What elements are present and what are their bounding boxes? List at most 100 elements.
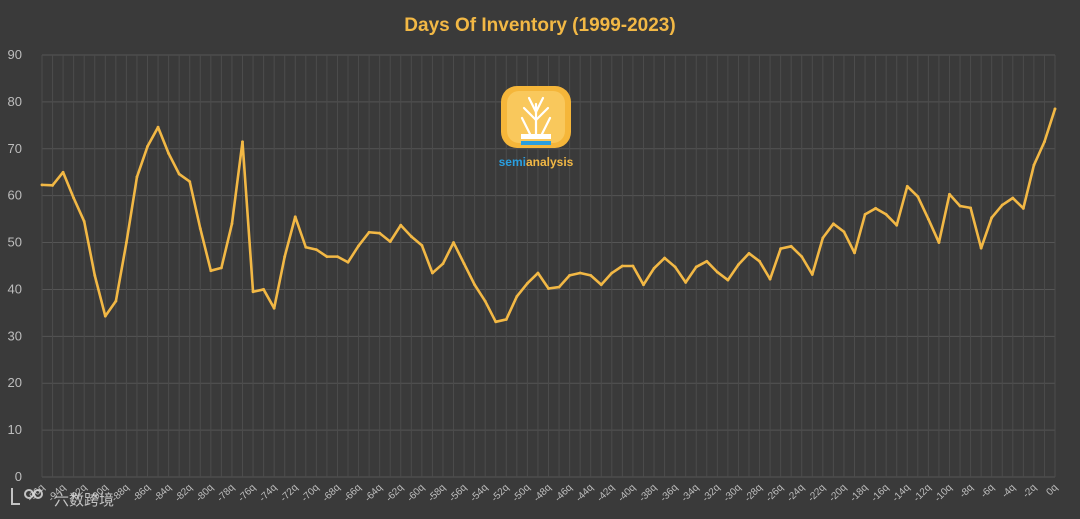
x-tick-label: -30q <box>722 482 744 504</box>
data-point <box>177 172 181 176</box>
data-point <box>1043 140 1046 144</box>
data-point <box>314 248 318 251</box>
data-point <box>620 264 624 268</box>
data-point <box>652 266 656 270</box>
x-tick-label: -46q <box>553 482 575 504</box>
y-tick-label: 20 <box>8 375 22 390</box>
x-tick-label: -64q <box>363 482 385 504</box>
data-point <box>884 213 888 216</box>
x-tick-label: -38q <box>637 482 659 504</box>
x-tick-label: -52q <box>489 482 511 504</box>
data-point <box>568 273 572 277</box>
data-point <box>283 255 287 259</box>
data-point <box>325 255 329 259</box>
data-point <box>504 318 508 321</box>
series-layer <box>40 107 1057 324</box>
data-point <box>779 247 783 251</box>
x-axis-ticks: -96q -94q -92q -90q -88q -86q -84q -82q -80q -78q… <box>25 482 1060 504</box>
x-tick-label: -2q <box>1021 482 1039 500</box>
data-point <box>684 281 688 284</box>
data-point <box>589 273 593 277</box>
data-point <box>990 216 994 220</box>
data-point <box>378 231 382 235</box>
x-tick-label: -4q <box>1000 482 1018 500</box>
x-tick-label: -12q <box>912 482 934 504</box>
data-point <box>958 204 962 208</box>
data-point <box>937 241 941 244</box>
logo-wordmark: semianalysis <box>499 155 574 169</box>
data-point <box>473 283 477 287</box>
data-point <box>40 183 44 187</box>
data-point <box>800 255 804 259</box>
data-point <box>821 236 825 240</box>
data-point <box>768 277 772 281</box>
data-point <box>1000 203 1004 207</box>
x-tick-label: -18q <box>848 482 870 504</box>
data-point <box>926 217 930 221</box>
data-point <box>51 183 54 187</box>
data-point <box>82 220 86 223</box>
data-point <box>715 270 719 274</box>
x-tick-label: -10q <box>933 482 955 504</box>
y-tick-label: 80 <box>8 94 22 109</box>
x-tick-label: -96q <box>25 482 47 504</box>
data-point <box>72 196 76 200</box>
data-point <box>462 262 466 266</box>
data-point <box>357 244 360 248</box>
data-point <box>219 266 223 270</box>
data-point <box>346 260 350 264</box>
data-point <box>525 281 529 285</box>
watermark-logo-icon <box>11 488 43 505</box>
x-tick-label: -70q <box>300 482 322 504</box>
y-tick-label: 60 <box>8 188 22 203</box>
x-tick-label: -72q <box>278 482 300 504</box>
data-point <box>167 152 171 155</box>
data-point <box>832 222 835 226</box>
data-point <box>895 223 899 227</box>
data-point <box>146 145 149 148</box>
x-tick-label: -6q <box>979 482 997 500</box>
x-tick-label: -34q <box>679 482 701 504</box>
data-point <box>135 175 139 179</box>
data-point <box>388 240 392 244</box>
x-tick-label: -80q <box>194 482 216 504</box>
y-tick-label: 0 <box>15 469 22 484</box>
data-point <box>694 265 698 269</box>
data-point <box>599 283 603 287</box>
data-point <box>251 290 255 294</box>
x-tick-label: -24q <box>785 482 807 504</box>
data-point <box>198 227 202 230</box>
data-point <box>230 222 234 226</box>
data-point <box>367 230 371 234</box>
semianalysis-logo: semianalysis <box>499 86 574 169</box>
x-tick-label: -50q <box>511 482 533 504</box>
x-tick-label: -86q <box>131 482 153 504</box>
data-point <box>905 184 909 188</box>
x-tick-label: -66q <box>342 482 364 504</box>
data-point <box>758 259 761 263</box>
data-point <box>578 271 582 275</box>
x-tick-label: -42q <box>595 482 617 504</box>
data-point <box>969 206 972 210</box>
data-point <box>420 243 424 247</box>
x-tick-label: -60q <box>405 482 427 504</box>
data-point <box>431 271 434 275</box>
data-point <box>810 273 814 276</box>
data-point <box>1021 206 1025 210</box>
x-tick-label: -82q <box>173 482 195 504</box>
data-point <box>93 273 97 277</box>
x-tick-label: -8q <box>958 482 976 500</box>
x-tick-label: -56q <box>447 482 469 504</box>
data-point <box>125 241 128 244</box>
x-tick-label: -22q <box>806 482 828 504</box>
data-point <box>1032 163 1036 167</box>
x-tick-label: -20q <box>827 482 849 504</box>
data-point <box>293 215 297 219</box>
y-tick-label: 70 <box>8 141 22 156</box>
data-point <box>452 241 455 244</box>
y-tick-label: 10 <box>8 422 22 437</box>
data-point <box>789 244 793 248</box>
data-point <box>557 285 561 289</box>
x-tick-label: -26q <box>764 482 786 504</box>
